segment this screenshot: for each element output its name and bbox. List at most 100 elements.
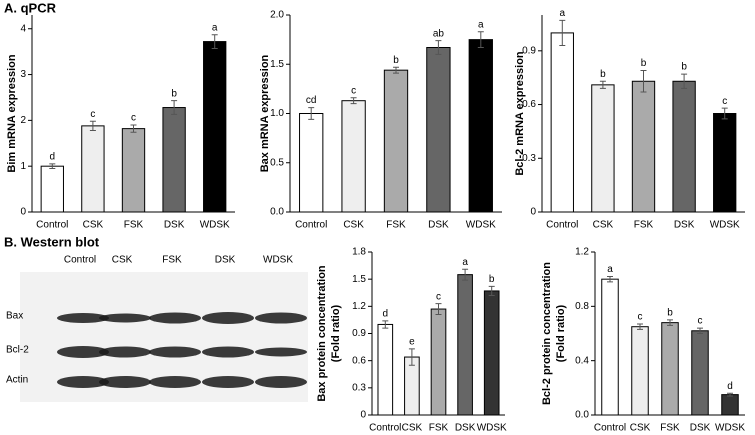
error-bar — [89, 120, 96, 131]
bar — [550, 32, 574, 213]
blot-band — [202, 376, 254, 388]
error-bar — [477, 31, 484, 49]
bar — [162, 107, 186, 213]
bar — [404, 356, 420, 416]
x-tick-label: DSK — [428, 220, 449, 231]
y-tick-label: 0.9 — [522, 45, 536, 56]
row-label: Bcl-2 — [6, 345, 29, 356]
row-label: Actin — [6, 375, 28, 386]
y-tick-label: 0 — [20, 207, 26, 218]
blot-band — [57, 346, 109, 358]
bar — [426, 47, 451, 213]
bar — [691, 330, 709, 416]
significance-letter: a — [212, 22, 218, 33]
bar — [377, 323, 394, 416]
lane-label: CSK — [112, 255, 133, 266]
significance-letter: b — [600, 69, 606, 80]
significance-letter: c — [638, 312, 643, 323]
x-tick-label: DSK — [164, 220, 185, 231]
y-tick-label: 0.0 — [575, 410, 589, 421]
error-bar — [350, 97, 357, 105]
x-tick-label: FSK — [124, 220, 144, 231]
bar — [341, 100, 366, 213]
y-tick-label: 0.6 — [352, 355, 366, 366]
error-bar — [49, 163, 56, 169]
x-tick-label: CSK — [83, 220, 104, 231]
significance-letter: a — [478, 19, 484, 30]
bar — [299, 113, 324, 213]
y-tick-label: 3 — [20, 69, 26, 80]
blot-band — [57, 376, 109, 388]
y-tick-label: 0.6 — [522, 99, 536, 110]
bar — [81, 125, 105, 213]
significance-letter: a — [462, 257, 468, 268]
error-bar — [727, 392, 733, 397]
bar — [40, 165, 64, 213]
bar — [383, 69, 409, 213]
significance-letter: c — [698, 316, 703, 327]
y-axis-label: (Fold ratio) — [330, 304, 342, 362]
bar — [203, 41, 227, 213]
x-tick-label: FSK — [429, 423, 449, 434]
significance-letter: c — [722, 96, 727, 107]
error-bar — [697, 327, 703, 334]
error-bar — [640, 70, 647, 93]
x-tick-label: DSK — [690, 423, 711, 434]
bar — [121, 128, 146, 213]
x-tick-label: WDSK — [477, 423, 507, 434]
significance-letter: c — [90, 109, 95, 120]
y-tick-label: 1.5 — [270, 59, 284, 70]
x-tick-label: WDSK — [466, 220, 496, 231]
blot-band — [149, 376, 201, 388]
error-bar — [308, 107, 315, 120]
significance-letter: d — [383, 308, 389, 319]
y-axis-label: (Fold ratio) — [555, 304, 567, 362]
blot-band — [202, 312, 254, 324]
y-axis-label: Bax protein concentration — [316, 265, 328, 402]
error-bar — [607, 275, 613, 283]
significance-letter: b — [641, 58, 647, 69]
y-tick-label: 0.3 — [522, 153, 536, 164]
y-axis-label: Bim mRNA expression — [6, 54, 18, 172]
section-title: B. Western blot — [4, 234, 100, 249]
blot-band — [255, 376, 307, 388]
y-tick-label: 0.5 — [270, 157, 284, 168]
blot-band — [149, 312, 201, 324]
bar — [713, 113, 737, 213]
significance-letter: b — [667, 308, 673, 319]
x-tick-label: Control — [369, 423, 401, 434]
error-bar — [435, 40, 442, 55]
error-bar — [211, 34, 218, 49]
y-tick-label: 0.8 — [575, 301, 589, 312]
significance-letter: c — [131, 113, 136, 124]
y-tick-label: 0.9 — [352, 328, 366, 339]
x-tick-label: CSK — [402, 423, 423, 434]
error-bar — [559, 19, 566, 46]
significance-letter: c — [351, 85, 356, 96]
bar — [601, 278, 619, 416]
significance-letter: e — [409, 337, 415, 348]
x-tick-label: WDSK — [200, 220, 230, 231]
blot-band — [149, 346, 201, 358]
x-tick-label: CSK — [343, 220, 364, 231]
x-tick-label: DSK — [674, 220, 695, 231]
y-axis-label: Bcl-2 mRNA expression — [514, 51, 526, 176]
error-bar — [393, 66, 399, 74]
error-bar — [599, 80, 606, 89]
blot-band — [99, 376, 151, 388]
bar — [672, 80, 696, 213]
significance-letter: b — [393, 55, 399, 66]
y-tick-label: 0.4 — [575, 355, 589, 366]
y-tick-label: 0.3 — [352, 382, 366, 393]
lane-label: FSK — [162, 255, 182, 266]
y-tick-label: 1.8 — [352, 247, 366, 258]
x-tick-label: DSK — [455, 423, 476, 434]
y-axis-label: Bcl-2 protein concentration — [541, 262, 553, 405]
y-tick-label: 1 — [20, 161, 26, 172]
error-bar — [130, 124, 137, 133]
x-tick-label: CSK — [593, 220, 614, 231]
bar — [483, 290, 500, 416]
x-tick-label: CSK — [630, 423, 651, 434]
significance-letter: ab — [433, 28, 445, 39]
